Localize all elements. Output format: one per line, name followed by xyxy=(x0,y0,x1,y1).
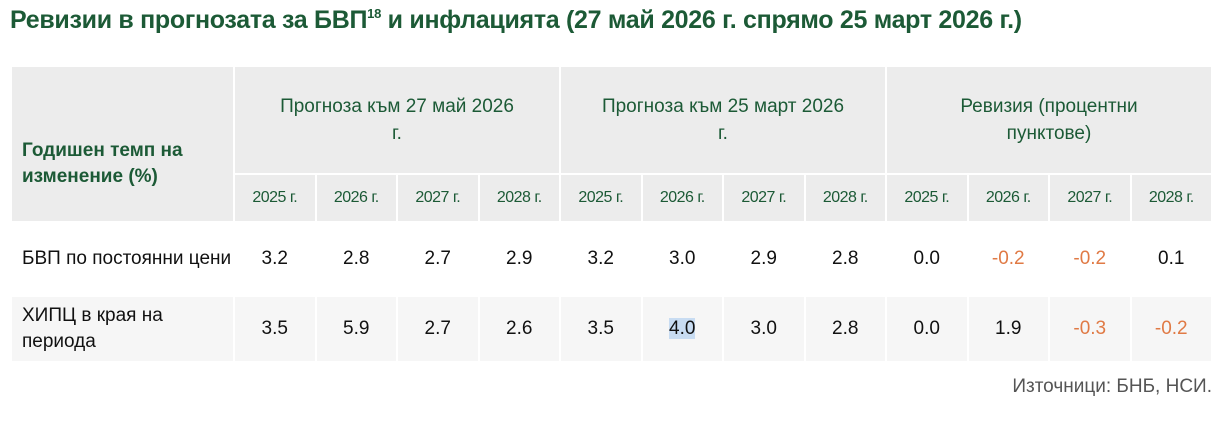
year-header: 2026 г. xyxy=(314,173,398,223)
cell-value: 0.1 xyxy=(1158,248,1185,269)
value-cell: 2.7 xyxy=(396,221,480,297)
value-cell: 3.2 xyxy=(233,221,317,297)
value-cell: 2.6 xyxy=(477,295,561,363)
year-header: 2025 г. xyxy=(233,173,317,223)
cell-value: -0.2 xyxy=(1073,248,1107,269)
cell-value: 3.0 xyxy=(750,318,777,339)
title-footnote: 18 xyxy=(367,6,382,21)
page-title: Ревизии в прогнозата за БВП18 и инфлация… xyxy=(10,6,1022,35)
value-cell: -0.2 xyxy=(966,221,1050,297)
value-cell: 2.9 xyxy=(477,221,561,297)
cell-value: 3.5 xyxy=(261,318,288,339)
year-header: 2027 г. xyxy=(722,173,806,223)
title-text: Ревизии в прогнозата за БВП xyxy=(10,6,368,34)
value-cell: 2.8 xyxy=(803,221,887,297)
group-header: Прогноза към 25 март 2026 г. xyxy=(559,65,887,175)
cell-value: 3.5 xyxy=(587,318,614,339)
title-rest: и инфлацията (27 май 2026 г. спрямо 25 м… xyxy=(381,6,1022,34)
value-cell: 0.0 xyxy=(885,221,969,297)
value-cell: -0.2 xyxy=(1048,221,1132,297)
value-cell: 2.8 xyxy=(314,221,398,297)
cell-value: -0.2 xyxy=(991,248,1025,269)
cell-value: 2.7 xyxy=(424,318,451,339)
year-header: 2027 г. xyxy=(1048,173,1132,223)
cell-value: 2.9 xyxy=(750,248,777,269)
year-header: 2028 г. xyxy=(1129,173,1213,223)
cell-value: 0.0 xyxy=(913,248,940,269)
value-cell: -0.3 xyxy=(1048,295,1132,363)
year-header: 2028 г. xyxy=(803,173,887,223)
data-row: БВП по постоянни цени 3.2 2.8 2.7 2.9 3.2 3.0 2… xyxy=(10,221,1213,297)
year-header: 2028 г. xyxy=(477,173,561,223)
year-header: 2025 г. xyxy=(559,173,643,223)
value-cell: -0.2 xyxy=(1129,295,1213,363)
value-cell: 2.9 xyxy=(722,221,806,297)
value-cell: 0.0 xyxy=(885,295,969,363)
data-row: ХИПЦ в края на периода 3.5 5.9 2.7 2.6 3.5 4.0… xyxy=(10,295,1213,363)
value-cell: 3.5 xyxy=(559,295,643,363)
cell-value: 5.9 xyxy=(343,318,370,339)
corner-header: Годишен темп на изменение (%) xyxy=(10,65,235,223)
row-label: БВП по постоянни цени xyxy=(10,221,235,297)
value-cell: 4.0 xyxy=(640,295,724,363)
cell-value: 2.7 xyxy=(424,248,451,269)
cell-value: -0.2 xyxy=(1154,318,1188,339)
group-header: Ревизия (процентни пунктове) xyxy=(885,65,1213,175)
year-header: 2026 г. xyxy=(966,173,1050,223)
header-row: Годишен темп на изменение (%) Прогноза къ… xyxy=(10,65,1213,223)
value-cell: 0.1 xyxy=(1129,221,1213,297)
value-cell: 2.8 xyxy=(803,295,887,363)
cell-value: -0.3 xyxy=(1073,318,1107,339)
cell-value: 2.6 xyxy=(506,318,533,339)
cell-value: 2.8 xyxy=(343,248,370,269)
year-header: 2025 г. xyxy=(885,173,969,223)
revision-table: Годишен темп на изменение (%) Прогноза къ… xyxy=(10,65,1213,363)
row-label: ХИПЦ в края на периода xyxy=(10,295,235,363)
value-cell: 1.9 xyxy=(966,295,1050,363)
value-cell: 3.5 xyxy=(233,295,317,363)
year-header: 2026 г. xyxy=(640,173,724,223)
group-header: Прогноза към 27 май 2026 г. xyxy=(233,65,561,175)
value-cell: 3.0 xyxy=(640,221,724,297)
cell-value: 2.9 xyxy=(506,248,533,269)
cell-value: 2.8 xyxy=(832,318,859,339)
cell-value: 3.2 xyxy=(261,248,288,269)
year-header: 2027 г. xyxy=(396,173,480,223)
cell-value: 1.9 xyxy=(995,318,1022,339)
value-cell: 5.9 xyxy=(314,295,398,363)
year-row: 2025 г. 2026 г. 2027 г. 2028 г. 2025 г. 2026 … xyxy=(11,173,1213,223)
cell-value: 3.2 xyxy=(587,248,614,269)
cell-value: 4.0 xyxy=(669,318,696,339)
cell-value: 3.0 xyxy=(669,248,696,269)
cell-value: 0.0 xyxy=(913,318,940,339)
cell-value: 2.8 xyxy=(832,248,859,269)
value-cell: 3.0 xyxy=(722,295,806,363)
source-note: Източници: БНБ, НСИ. xyxy=(1012,376,1212,397)
value-cell: 3.2 xyxy=(559,221,643,297)
value-cell: 2.7 xyxy=(396,295,480,363)
